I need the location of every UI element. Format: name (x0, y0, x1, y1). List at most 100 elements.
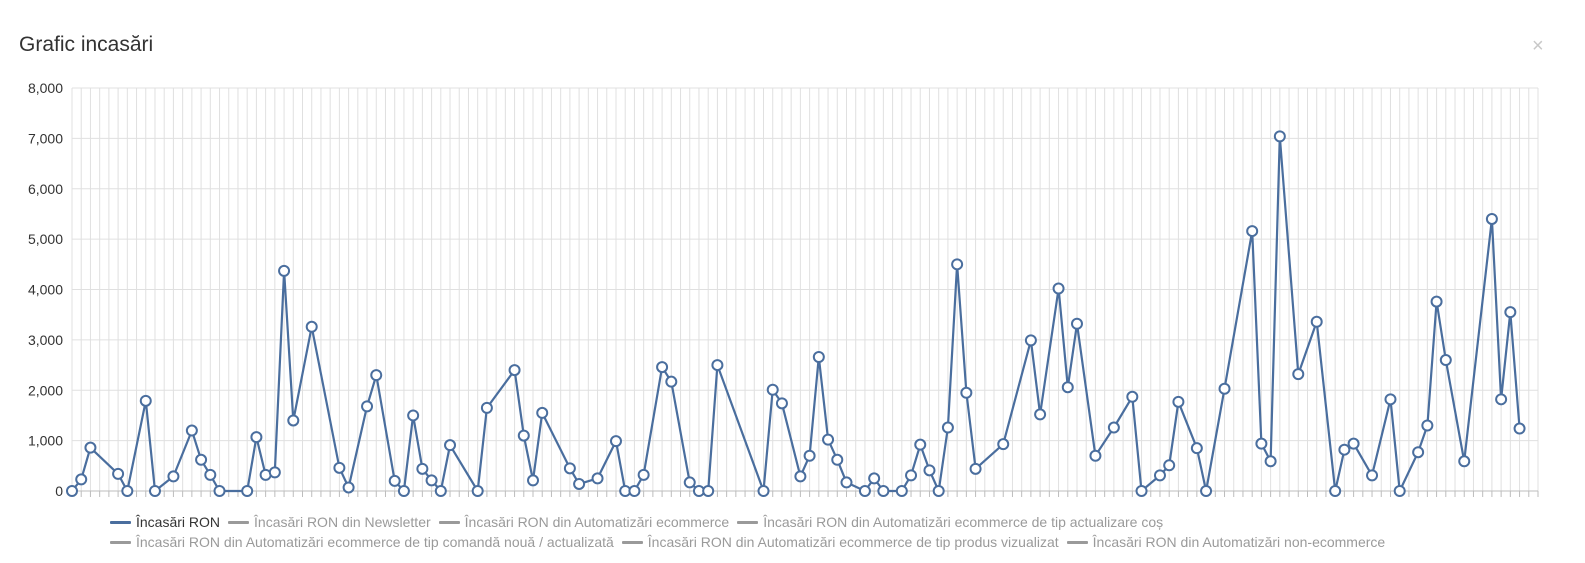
data-point (1172, 395, 1185, 408)
data-point (75, 473, 88, 486)
data-point (656, 361, 669, 374)
legend-item-automatizari-ecommerce[interactable]: Încasări RON din Automatizări ecommerce (438, 514, 729, 530)
y-tick-label: 8,000 (28, 80, 63, 96)
data-point (1495, 393, 1508, 406)
legend-label: Încasări RON (136, 514, 221, 530)
data-point (969, 462, 982, 475)
data-point (895, 485, 908, 497)
data-point (1458, 455, 1471, 468)
y-tick-label: 5,000 (28, 231, 63, 247)
data-point (609, 435, 622, 448)
chart-series (66, 130, 1526, 497)
data-point (1421, 419, 1434, 432)
legend-row-2: Încasări RON din Automatizări ecommerce … (110, 532, 1393, 552)
legend-label: Încasări RON din Newsletter (254, 514, 431, 530)
data-point (287, 414, 300, 427)
data-point (536, 406, 549, 419)
legend-swatch (110, 520, 131, 524)
legend-item-incasari-ron[interactable]: Încasări RON (110, 514, 220, 530)
data-point (333, 461, 346, 474)
data-point (637, 468, 650, 481)
data-point (1153, 469, 1166, 482)
data-point (361, 400, 374, 413)
data-point (278, 264, 291, 277)
data-point (388, 474, 401, 487)
data-point (628, 485, 641, 497)
data-point (1366, 469, 1379, 482)
legend-item-produs-vizualizat[interactable]: Încasări RON din Automatizări ecommerce … (621, 534, 1059, 550)
data-point (997, 438, 1010, 451)
data-point (434, 485, 447, 497)
data-point (1135, 485, 1148, 497)
data-point (1393, 485, 1406, 497)
data-point (508, 364, 521, 377)
data-point (213, 485, 226, 497)
data-point (1504, 306, 1517, 319)
data-point (480, 401, 493, 414)
data-point (121, 485, 134, 497)
y-tick-label: 6,000 (28, 181, 63, 197)
data-point (416, 462, 429, 475)
legend-swatch (737, 520, 759, 524)
legend-row-1: Încasări RON Încasări RON din Newsletter… (110, 512, 1393, 532)
data-point (1034, 408, 1047, 421)
legend-swatch (110, 540, 131, 544)
data-point (868, 472, 881, 485)
data-point (831, 453, 844, 466)
legend-item-non-ecommerce[interactable]: Încasări RON din Automatizări non-ecomme… (1066, 534, 1385, 550)
data-point (444, 439, 457, 452)
legend-swatch (438, 520, 460, 524)
y-tick-label: 1,000 (28, 433, 63, 449)
data-point (1024, 334, 1037, 347)
data-point (1190, 442, 1203, 455)
data-point (527, 474, 540, 487)
data-point (932, 485, 945, 497)
data-point (960, 386, 973, 399)
data-point (563, 462, 576, 475)
data-point (1126, 390, 1139, 403)
data-point (1089, 449, 1102, 462)
y-tick-label: 3,000 (28, 332, 63, 348)
data-point (1061, 381, 1074, 394)
data-point (1338, 443, 1351, 456)
data-point (1163, 459, 1176, 472)
data-point (775, 397, 788, 410)
legend-swatch (621, 540, 643, 544)
chart-grid (71, 87, 1539, 492)
data-point (1439, 354, 1452, 367)
legend-item-comanda-noua[interactable]: Încasări RON din Automatizări ecommerce … (110, 534, 614, 550)
line-chart: 0 1,000 2,000 3,000 4,000 5,000 6,000 7,000 8,00… (28, 80, 1539, 499)
data-point (711, 359, 724, 372)
data-point (517, 429, 530, 442)
data-point (702, 485, 715, 497)
y-tick-label: 2,000 (28, 382, 63, 398)
data-point (241, 485, 254, 497)
data-point (766, 383, 779, 396)
data-point (812, 351, 825, 364)
data-point (1329, 485, 1342, 497)
series-line-incasari-ron (71, 135, 1521, 493)
data-point (1264, 455, 1277, 468)
data-point (1107, 421, 1120, 434)
legend-swatch (1066, 540, 1088, 544)
data-point (1246, 225, 1259, 238)
data-point (1485, 212, 1498, 225)
legend-item-actualizare-cos[interactable]: Încasări RON din Automatizări ecommerce … (737, 514, 1163, 530)
data-point (858, 485, 871, 497)
data-point (1430, 295, 1443, 308)
data-point (683, 476, 696, 489)
legend-item-newsletter[interactable]: Încasări RON din Newsletter (228, 514, 431, 530)
data-point (185, 424, 198, 437)
data-point (112, 467, 125, 480)
data-point (794, 470, 807, 483)
data-point (1070, 317, 1083, 330)
data-point (167, 470, 180, 483)
data-point (914, 438, 927, 451)
data-point (905, 469, 918, 482)
close-icon[interactable]: × (1532, 35, 1544, 57)
data-point (1513, 422, 1526, 435)
chart-legend: Încasări RON Încasări RON din Newsletter… (110, 512, 1393, 552)
data-point (923, 464, 936, 477)
data-point (1255, 437, 1268, 450)
y-tick-label: 0 (55, 483, 63, 499)
